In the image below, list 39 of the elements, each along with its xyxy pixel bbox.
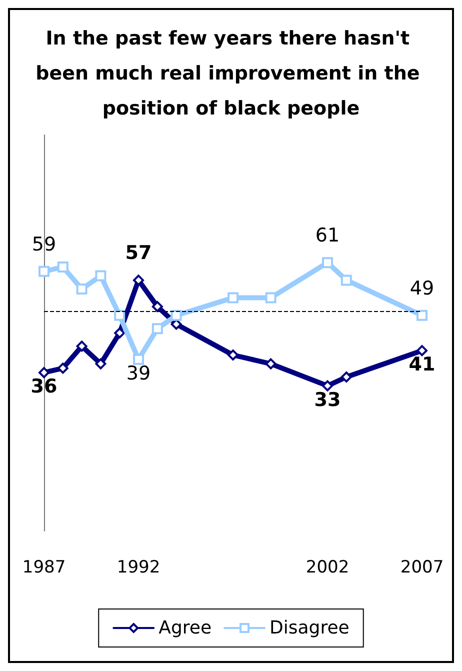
point	[228, 350, 238, 360]
data-label: 49	[410, 277, 434, 300]
point	[38, 367, 50, 378]
x-tick-label: 1987	[22, 558, 66, 578]
data-label: 41	[408, 354, 436, 376]
chart-title: In the past few years there hasn't been much real improvement in the position of black people	[36, 28, 426, 120]
point	[340, 274, 352, 286]
point	[76, 340, 88, 352]
point	[114, 310, 126, 321]
point	[228, 292, 238, 304]
data-label: 39	[126, 362, 151, 384]
legend-label: Agree	[158, 618, 212, 638]
point	[57, 262, 68, 272]
legend-label: Disagree	[270, 618, 350, 638]
point	[95, 270, 106, 282]
point	[38, 266, 50, 277]
point	[265, 292, 276, 304]
point	[114, 328, 126, 338]
data-label: 57	[125, 242, 152, 264]
point	[416, 345, 428, 356]
point	[265, 358, 276, 370]
point	[152, 301, 163, 312]
point	[340, 372, 352, 382]
point	[76, 284, 88, 294]
point	[322, 257, 333, 268]
x-tick-label: 2007	[400, 558, 444, 578]
point	[57, 362, 68, 374]
x-tick-label: 2002	[306, 558, 350, 578]
point	[416, 310, 428, 321]
point	[152, 323, 163, 334]
point	[133, 354, 144, 365]
point	[322, 380, 333, 392]
point	[95, 358, 106, 370]
data-label: 61	[315, 224, 340, 247]
data-label: 59	[32, 233, 56, 256]
x-tick-label: 1992	[116, 558, 160, 578]
point	[170, 310, 182, 321]
data-label: 33	[314, 388, 341, 411]
data-label: 36	[30, 376, 58, 398]
